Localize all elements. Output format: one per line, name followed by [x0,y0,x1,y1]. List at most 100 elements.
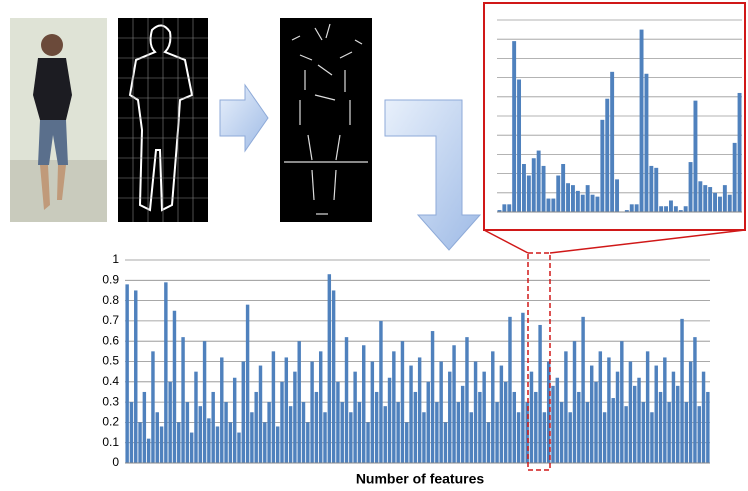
bar [551,199,555,212]
bar [482,372,485,463]
bar [495,402,498,463]
bar [487,422,490,463]
bar [263,422,266,463]
bar [194,372,197,463]
bar [293,372,296,463]
bar [708,187,712,212]
bar [603,412,606,463]
x-axis-label: Number of features [356,471,485,487]
bar [655,366,658,463]
bar [517,80,521,212]
bar [203,341,206,463]
bar [310,362,313,464]
bar [693,337,696,463]
bar [672,372,675,463]
bar [470,412,473,463]
bar [676,386,679,463]
silhouette [118,18,208,222]
bar [591,195,595,212]
bar [125,284,128,463]
hog-image [280,18,372,222]
bar [297,341,300,463]
bar [635,204,639,212]
arrow [220,85,268,151]
bar [418,357,421,463]
bar [649,166,653,212]
bar [630,204,634,212]
bar [556,378,559,463]
bar [289,406,292,463]
bar [401,341,404,463]
y-tick-label: 0.2 [102,415,119,429]
bar [706,392,709,463]
bar [366,422,369,463]
bar [246,305,249,463]
bar [667,402,670,463]
bar [341,402,344,463]
bar [371,362,374,464]
bar [723,185,727,212]
bar [422,412,425,463]
bar [457,402,460,463]
bar [566,183,570,212]
bar [328,274,331,463]
bar [465,337,468,463]
bar [392,351,395,463]
bar [620,341,623,463]
bar [259,366,262,463]
bar [237,433,240,463]
bar [689,362,692,464]
bar [640,30,644,212]
bar [267,402,270,463]
bar [448,372,451,463]
bar [590,366,593,463]
bar [130,402,133,463]
bar [452,345,455,463]
bar [474,362,477,464]
bar [537,151,541,212]
bar [216,426,219,463]
bar [644,74,648,212]
bar [242,362,245,464]
bar [538,325,541,463]
bar [610,72,614,212]
chart: 00.10.20.30.40.50.60.70.80.91 [102,252,710,469]
bar [439,362,442,464]
bar [577,392,580,463]
bar [190,433,193,463]
bar [713,193,717,212]
bar [733,143,737,212]
bar [642,402,645,463]
bar [272,351,275,463]
bar [633,386,636,463]
bar [315,392,318,463]
bar [560,402,563,463]
bar [576,191,580,212]
bar [143,392,146,463]
bar [280,382,283,463]
bar [414,392,417,463]
y-tick-label: 0.8 [102,293,119,307]
bar [186,402,189,463]
bar [674,206,678,212]
bar [581,195,585,212]
bar [663,357,666,463]
bar [561,164,565,212]
connector [484,230,528,253]
bar [250,412,253,463]
bar [431,331,434,463]
bar [659,392,662,463]
bar [358,402,361,463]
bar [254,392,257,463]
bar [595,197,599,212]
bar [616,372,619,463]
bar [521,313,524,463]
bar [224,402,227,463]
bar [207,418,210,463]
bar [703,185,707,212]
bar [306,422,309,463]
bar [685,402,688,463]
bar [461,386,464,463]
bar [556,176,560,212]
bar [680,319,683,463]
